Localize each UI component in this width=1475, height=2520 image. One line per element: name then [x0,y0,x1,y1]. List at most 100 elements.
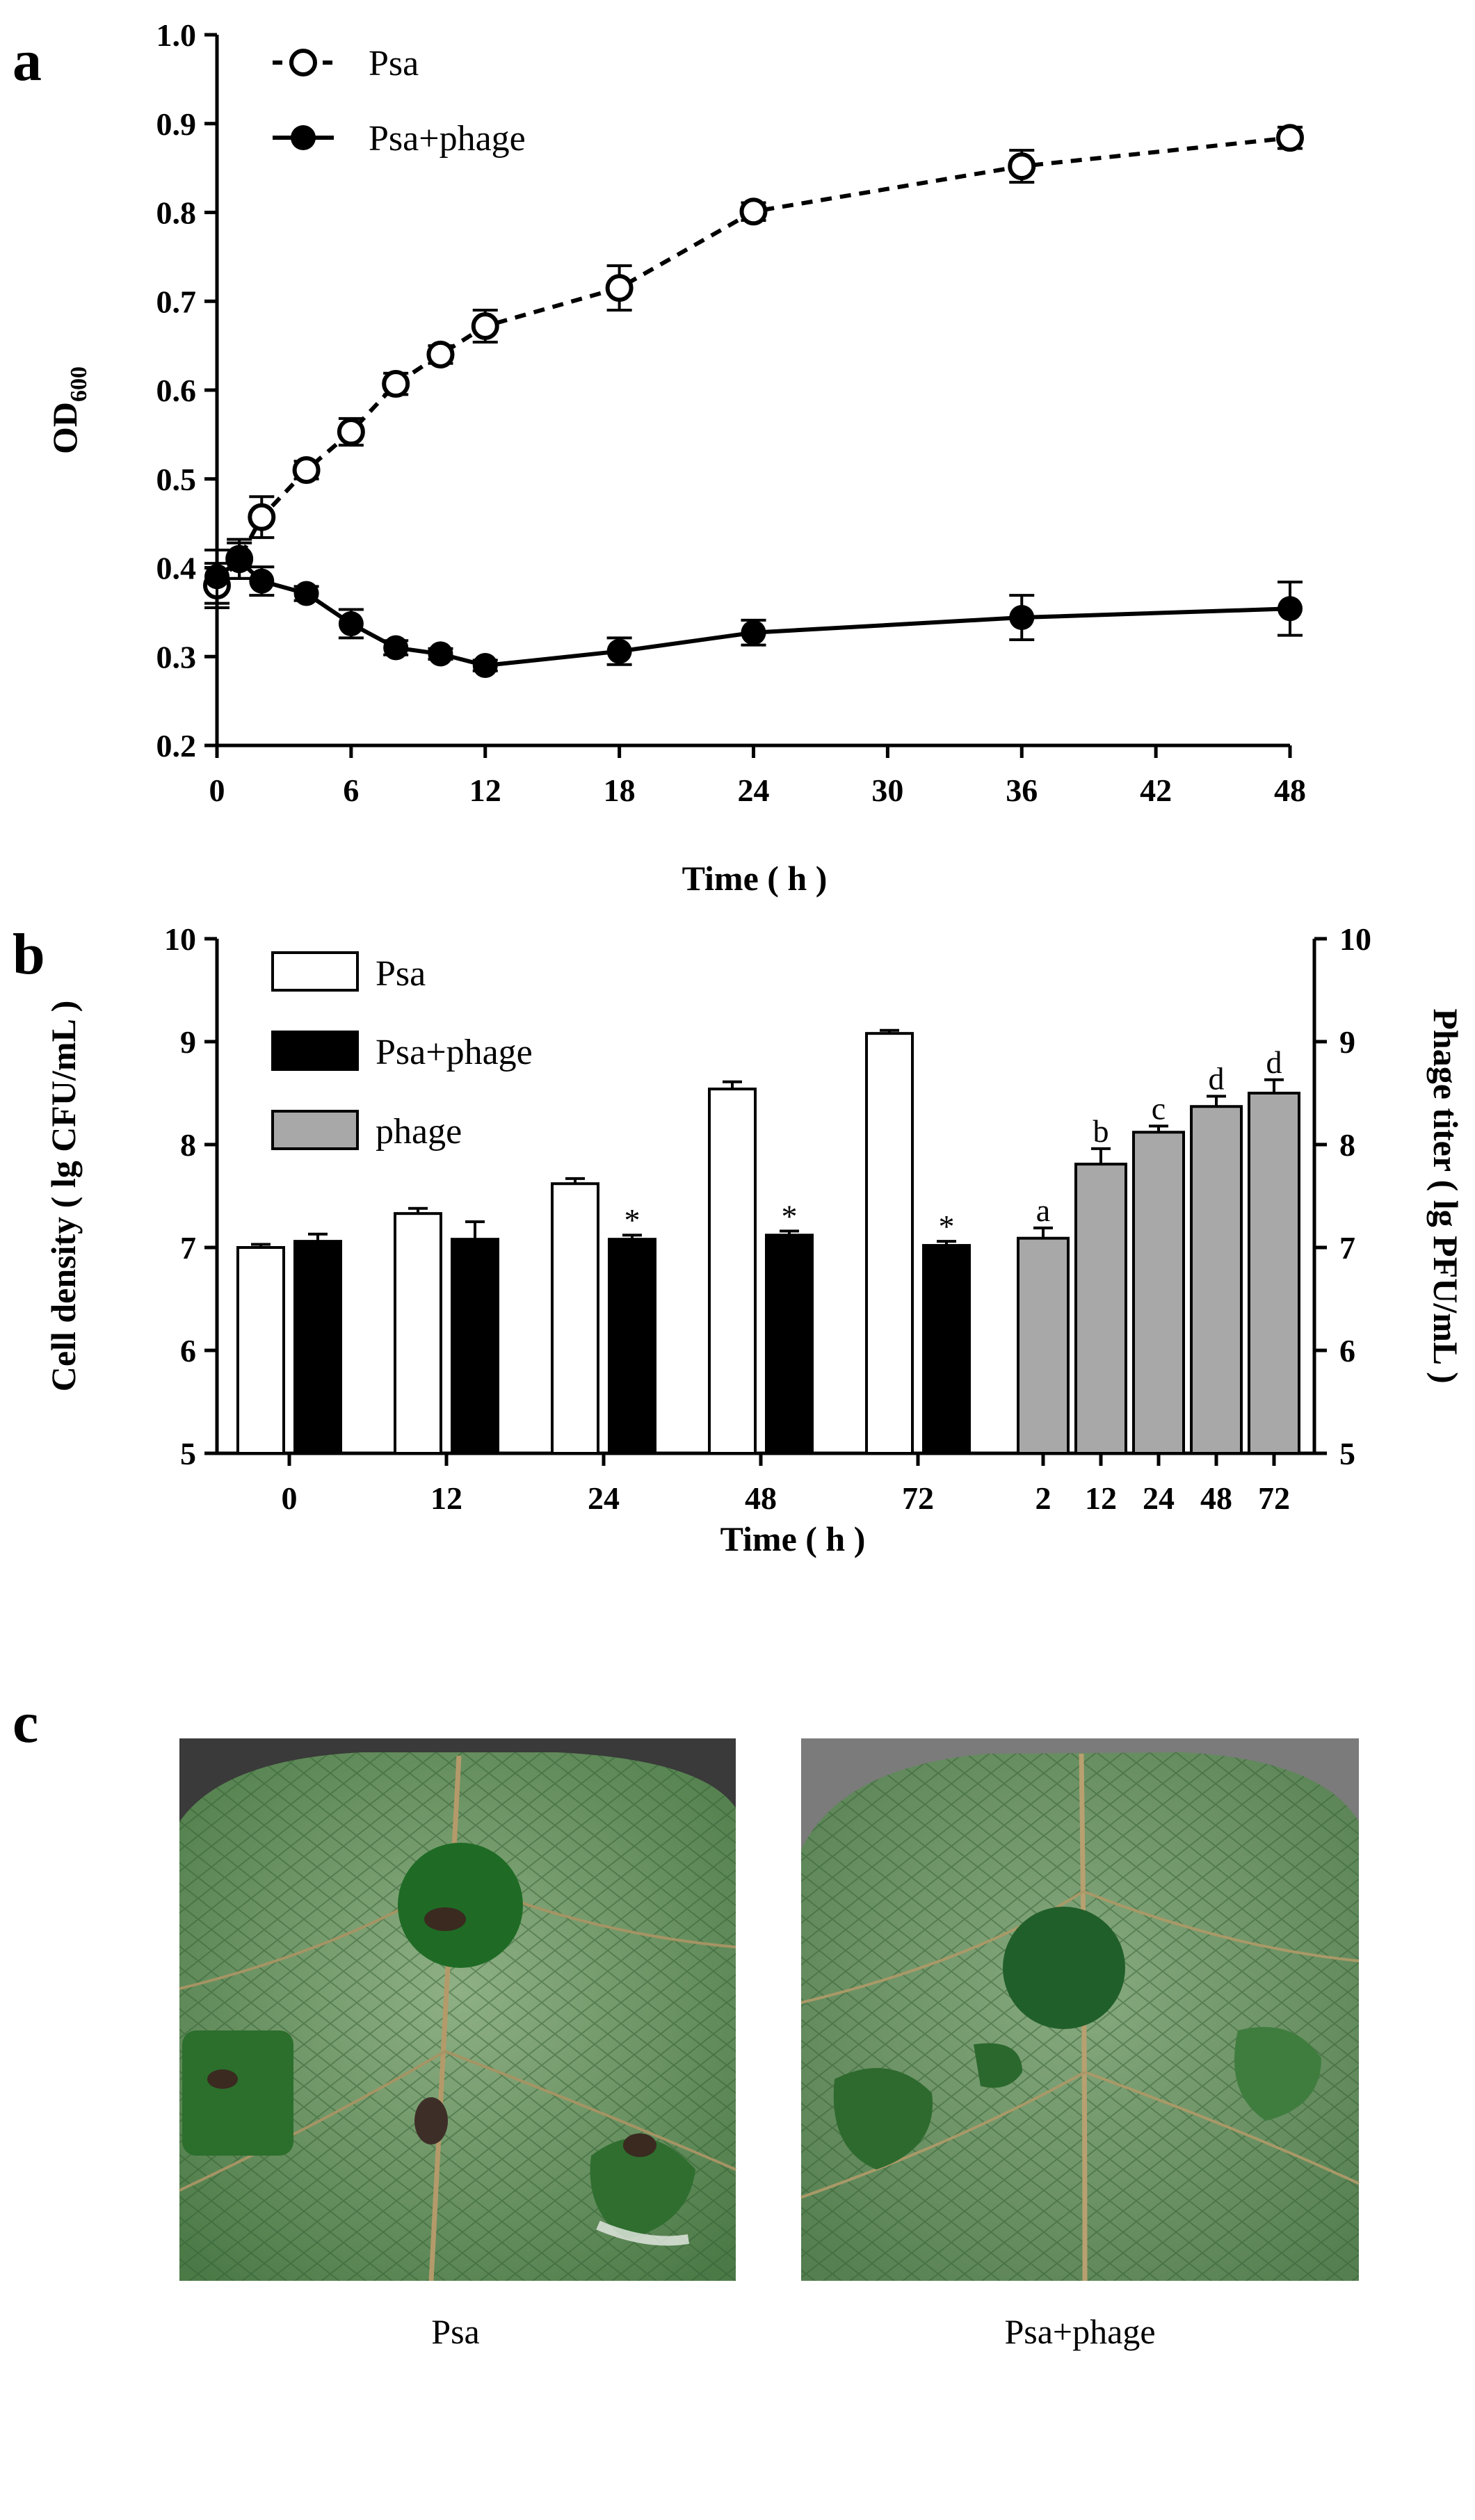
chart-a-y-tick-label: 0.6 [156,373,197,408]
legend-b-psa: Psa [376,954,426,994]
chart-a-y-tick-label: 0.9 [156,106,197,142]
data-point-psa-phage [741,620,766,645]
chart-a-series-line-psa [215,136,1291,587]
chart-b-y-tick-label-right: 8 [1339,1127,1355,1163]
significance-star: * [782,1198,798,1234]
bar-phage [1132,1131,1185,1455]
chart-b-y-tick-label-left: 6 [180,1333,196,1368]
chart-a-y-tick-label: 1.0 [156,17,197,53]
legend-b-psa-phage: Psa+phage [376,1033,533,1072]
data-point-psa-phage [1277,596,1303,622]
data-point-psa [337,418,365,446]
chart-a-y-tick-label: 0.2 [156,728,197,764]
chart-a-x-tick-label: 30 [871,773,903,808]
chart-b-y-tick-label-left: 5 [180,1436,196,1471]
data-point-psa [1008,152,1036,181]
panel-label-b: b [13,922,45,987]
data-point-psa-phage [606,638,632,664]
chart-a-x-tick-label: 6 [343,773,359,808]
chart-b-x-tick-label: 24 [588,1480,620,1516]
chart-b-y-axis-right-title: Phage titer ( lg PFU/mL ) [1426,1008,1465,1383]
significance-letter: d [1209,1060,1225,1096]
chart-a-y-tick-label: 0.5 [156,462,197,497]
data-point-psa [426,340,455,369]
chart-a-y-axis-title: OD600 [45,366,92,454]
data-point-psa-phage [338,611,364,636]
chart-b-y-tick-label-right: 10 [1339,921,1371,957]
chart-a-ylabel-main: OD [45,402,84,454]
bar-psa [551,1182,599,1455]
chart-a-axes [204,33,1292,758]
bar-psa [708,1088,757,1455]
data-point-psa-phage [293,581,319,606]
chart-a-y-tick-label: 0.7 [156,284,197,319]
data-point-psa [292,455,321,484]
chart-b-x-axis-title: Time ( h ) [720,1519,866,1558]
data-point-psa-phage [204,564,229,590]
bar-psa-phage [608,1238,656,1455]
bar-phage [1248,1092,1300,1455]
chart-a-series [203,124,1304,679]
chart-b-x-tick-label: 72 [902,1480,934,1516]
data-point-psa-phage [249,568,275,594]
chart-b-y-axis-left-title: Cell density ( lg CFU/mL ) [44,1001,83,1391]
chart-a-series-line-psa-phage [216,558,1291,668]
chart-b-tick-labels: 5 5 6 6 7 7 8 8 9 9 10 10 0 12 24 48 72 2 12 24 48 72 [164,921,1371,1516]
chart-a-legend: Psa Psa+phage [273,44,526,159]
chart-a-y-tick-label: 0.8 [156,195,197,231]
leaf-photo-psa-phage [800,1738,1360,2281]
legend-psa: Psa [369,44,419,83]
chart-a-x-tick-label: 12 [469,773,501,808]
bar-psa [865,1032,914,1455]
chart-b-x-tick-label: 2 [1035,1480,1051,1516]
panel-label-c: c [13,1690,38,1755]
cell-density-bar-chart: 5 5 6 6 7 7 8 8 9 9 10 10 0 12 24 48 72 2 12 24 48 72 * * * a b c d… [44,921,1465,1558]
chart-a-tick-labels: 0.2 0.3 0.4 0.5 0.6 0.7 0.8 0.9 1.0 0 6 12 18 24 30 36 4… [156,17,1307,808]
chart-b-y-tick-label-right: 7 [1339,1230,1355,1266]
data-point-psa [471,312,499,341]
chart-a-x-tick-label: 24 [738,773,770,808]
significance-letter: c [1152,1090,1166,1126]
svg-text:OD600: OD600 [45,366,92,454]
data-point-psa [382,370,410,398]
caption-psa-phage: Psa+phage [1004,2312,1155,2351]
data-point-psa [739,197,768,226]
bar-psa-phage [922,1244,971,1455]
significance-star: * [939,1209,955,1244]
chart-a-x-axis-title: Time ( h ) [682,859,828,898]
chart-b-x-tick-label: 72 [1258,1480,1290,1516]
chart-b-x-tick-label: 48 [1200,1480,1232,1516]
data-point-psa-phage [227,548,252,574]
chart-b-x-tick-label: 12 [430,1480,462,1516]
legend-psa-phage-swatch [271,1031,359,1071]
chart-b-y-tick-label-right: 6 [1339,1333,1355,1368]
chart-b-y-tick-label-right: 5 [1339,1436,1355,1471]
data-point-psa [248,503,276,531]
chart-b-x-tick-label: 48 [745,1480,777,1516]
legend-open-circle-icon [289,49,317,76]
significance-letter: d [1266,1044,1282,1080]
chart-b-bars: * * * a b c d d [236,1028,1300,1455]
legend-psa-swatch [271,951,359,992]
bar-psa-phage [765,1234,814,1455]
bar-phage [1190,1105,1243,1455]
od600-line-chart: 0.2 0.3 0.4 0.5 0.6 0.7 0.8 0.9 1.0 0 6 12 18 24 30 36 4… [45,17,1306,898]
bar-phage [1017,1236,1070,1455]
significance-letter: a [1036,1193,1050,1228]
chart-a-x-tick-label: 42 [1140,773,1172,808]
chart-b-y-tick-label-right: 9 [1339,1024,1355,1060]
chart-a-x-tick-label: 0 [209,773,225,808]
data-point-psa [605,274,634,302]
bar-psa-phage [451,1238,499,1455]
significance-letter: b [1093,1113,1109,1149]
chart-b-y-tick-label-left: 9 [180,1024,196,1060]
chart-b-x-tick-label: 0 [282,1480,298,1516]
chart-a-ylabel-sub: 600 [66,366,92,402]
leaf-photo-psa [179,1738,736,2281]
legend-filled-circle-icon [291,125,316,150]
bar-psa [236,1246,285,1455]
bar-phage [1074,1163,1127,1455]
chart-a-x-tick-label: 18 [604,773,636,808]
bar-psa-phage [293,1240,342,1455]
